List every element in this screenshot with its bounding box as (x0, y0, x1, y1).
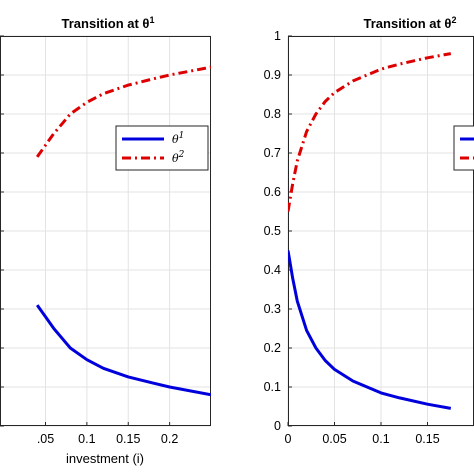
series-line-1 (35, 304, 211, 397)
y-tick-label: 0.3 (264, 302, 281, 316)
x-tick-label: 0 (285, 432, 292, 446)
y-tick-label: 0.8 (264, 107, 281, 121)
series-line-2 (288, 52, 452, 212)
legend-entry-1: θ1 (172, 131, 184, 146)
y-tick-label: 0.1 (264, 380, 281, 394)
y-tick-label: 0.7 (264, 146, 281, 160)
x-axis-label: investment (i) (66, 451, 144, 466)
x-tick-label: .05 (37, 432, 54, 446)
x-tick-label: 0.15 (415, 432, 439, 446)
legend (453, 125, 474, 171)
y-tick-label: 0.6 (264, 185, 281, 199)
y-tick-label: 1 (274, 29, 281, 43)
legend-box (115, 125, 209, 171)
legend-entry-2: θ2 (172, 150, 185, 165)
chart-left: .05 0.1 0.15 0.2 investment (i) Transition at… (0, 15, 211, 466)
series-line-2 (35, 65, 211, 158)
x-tick-label: 0.1 (78, 432, 95, 446)
x-tick-label: 0.05 (322, 432, 346, 446)
x-tick-label: 0.15 (116, 432, 140, 446)
series-line-1 (288, 250, 452, 410)
chart-title: Transition at θ1 (62, 15, 155, 31)
y-tick-label: 0.5 (264, 224, 281, 238)
y-tick-label: 0 (274, 419, 281, 433)
chart-title: Transition at θ2 (364, 15, 457, 31)
legend-box (453, 125, 474, 171)
x-tick-label: 0.1 (372, 432, 389, 446)
y-tick-label: 0.9 (264, 68, 281, 82)
chart-right: 0 0.05 0.1 0.15 0 0.1 0.2 0.3 0.4 0.5 0.6 0.7 0.8 0.9… (264, 15, 474, 446)
y-tick-label: 0.2 (264, 341, 281, 355)
y-tick-label: 0.4 (264, 263, 281, 277)
x-tick-label: 0.2 (161, 432, 178, 446)
